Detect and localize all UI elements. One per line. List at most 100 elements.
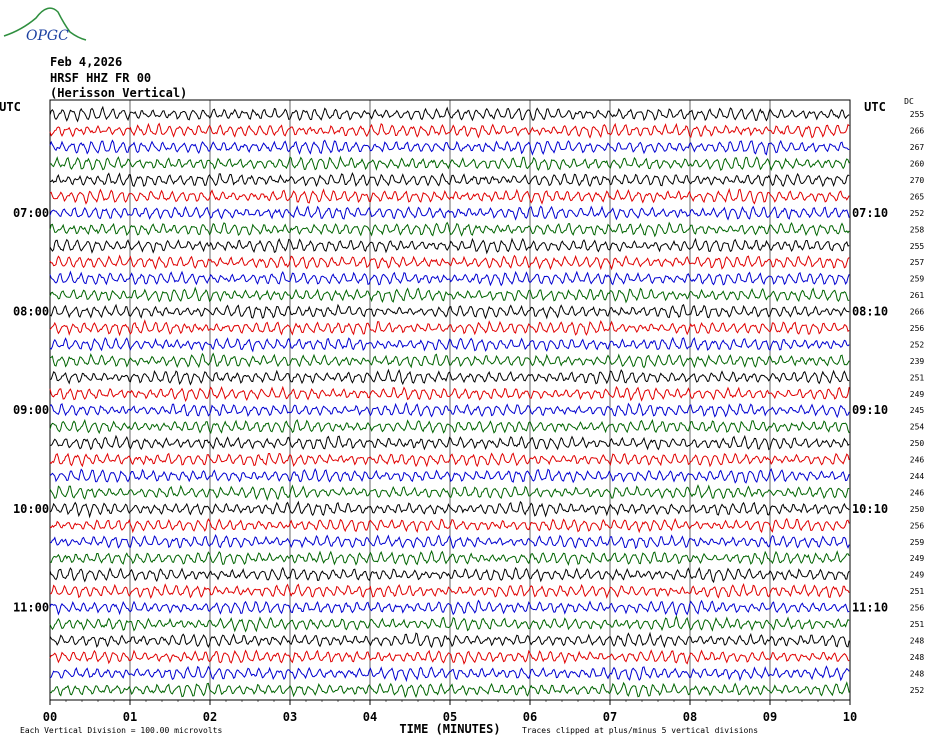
right-hour-label: 11:10	[852, 601, 888, 615]
seismic-trace	[49, 221, 850, 238]
date-label: Feb 4,2026	[50, 55, 123, 69]
dc-offset-label: 260	[910, 160, 925, 169]
dc-offset-label: 256	[910, 324, 925, 333]
seismic-traces	[49, 105, 850, 699]
seismic-trace	[49, 566, 850, 584]
dc-offset-label: 249	[910, 554, 925, 563]
seismic-trace	[49, 649, 850, 665]
logo-volcano-outline	[3, 7, 87, 41]
dc-offset-label: 249	[910, 390, 925, 399]
x-tick-label: 02	[203, 710, 217, 724]
dc-offset-label: 267	[910, 143, 925, 152]
seismic-trace	[49, 484, 850, 502]
seismic-trace	[49, 303, 850, 320]
seismic-trace	[49, 452, 850, 468]
dc-offset-label: 254	[910, 423, 925, 432]
x-tick-label: 07	[603, 710, 617, 724]
x-tick-label: 09	[763, 710, 777, 724]
seismic-trace	[49, 517, 850, 534]
left-utc-label: UTC	[0, 100, 21, 114]
seismic-trace	[49, 122, 850, 139]
station-name: (Herisson Vertical)	[50, 86, 188, 100]
seismic-trace	[49, 434, 850, 451]
seismic-trace	[49, 599, 850, 617]
seismic-trace	[49, 631, 850, 649]
seismic-trace	[49, 319, 850, 337]
dc-label: DC	[904, 97, 914, 106]
seismic-trace	[49, 270, 850, 287]
dc-offset-label: 251	[910, 373, 925, 382]
dc-offset-label: 259	[910, 538, 925, 547]
right-hour-label: 08:10	[852, 305, 888, 319]
right-utc-label: UTC	[864, 100, 886, 114]
x-tick-label: 01	[123, 710, 137, 724]
dc-offset-label: 270	[910, 176, 925, 185]
x-tick-label: 05	[443, 710, 457, 724]
dc-offset-label: 252	[910, 686, 925, 695]
x-tick-label: 08	[683, 710, 697, 724]
dc-offset-label: 257	[910, 258, 925, 267]
dc-offset-label: 258	[910, 225, 925, 234]
seismic-trace	[49, 172, 850, 188]
seismic-trace	[49, 665, 850, 683]
right-hour-label: 10:10	[852, 502, 888, 516]
dc-offset-label: 261	[910, 291, 925, 300]
footer-scale-note: Each Vertical Division = 100.00 microvol…	[20, 726, 222, 735]
dc-offset-label: 259	[910, 275, 925, 284]
seismic-trace	[49, 549, 850, 567]
station-line: HRSF HHZ FR 00	[50, 71, 152, 85]
left-hour-label: 11:00	[13, 601, 49, 615]
seismic-trace	[49, 205, 850, 221]
seismic-trace	[49, 467, 850, 484]
dc-offset-label: 256	[910, 604, 925, 613]
x-tick-label: 10	[843, 710, 857, 724]
dc-offset-label: 252	[910, 340, 925, 349]
left-hour-label: 10:00	[13, 502, 49, 516]
dc-offset-label: 239	[910, 357, 925, 366]
right-hour-label: 09:10	[852, 403, 888, 417]
left-hour-label: 08:00	[13, 305, 49, 319]
seismic-trace	[49, 368, 850, 386]
logo-text: OPGC	[26, 28, 69, 44]
seismic-trace	[49, 155, 850, 172]
dc-offset-label: 251	[910, 620, 925, 629]
dc-offset-label: 246	[910, 456, 925, 465]
axis-labels: 00 01 02 03 04 05 06 07 08 09 10 255 266 267 260 270 265…	[0, 97, 924, 736]
dc-offset-label: 246	[910, 488, 925, 497]
seismic-trace	[49, 139, 850, 156]
seismic-trace	[49, 681, 850, 699]
seismic-trace	[49, 401, 850, 419]
dc-offset-label: 266	[910, 127, 925, 136]
dc-offset-label: 250	[910, 439, 925, 448]
dc-offset-label: 265	[910, 192, 925, 201]
dc-offset-label: 250	[910, 505, 925, 514]
x-tick-label: 00	[43, 710, 57, 724]
opgc-logo: OPGC	[3, 7, 87, 44]
x-tick-label: 03	[283, 710, 297, 724]
left-hour-label: 07:00	[13, 206, 49, 220]
dc-offset-label: 256	[910, 521, 925, 530]
dc-offset-label: 255	[910, 110, 925, 119]
seismic-trace	[49, 352, 850, 369]
dc-offset-label: 266	[910, 308, 925, 317]
seismic-trace	[49, 187, 850, 205]
dc-offset-label: 248	[910, 669, 925, 678]
dc-offset-label: 255	[910, 242, 925, 251]
x-tick-label: 04	[363, 710, 377, 724]
seismic-trace	[49, 615, 850, 633]
dc-offset-label: 248	[910, 636, 925, 645]
dc-offset-label: 252	[910, 209, 925, 218]
right-hour-label: 07:10	[852, 206, 888, 220]
x-axis-title: TIME (MINUTES)	[399, 722, 500, 736]
seismic-trace	[49, 254, 850, 271]
footer-clip-note: Traces clipped at plus/minus 5 vertical …	[522, 726, 758, 735]
dc-offset-label: 251	[910, 587, 925, 596]
seismic-trace	[49, 237, 850, 255]
seismic-trace	[49, 385, 850, 403]
seismic-trace	[49, 336, 850, 353]
dc-offset-label: 244	[910, 472, 925, 481]
seismic-trace	[49, 286, 850, 304]
dc-offset-label: 248	[910, 653, 925, 662]
seismic-trace	[49, 500, 850, 519]
